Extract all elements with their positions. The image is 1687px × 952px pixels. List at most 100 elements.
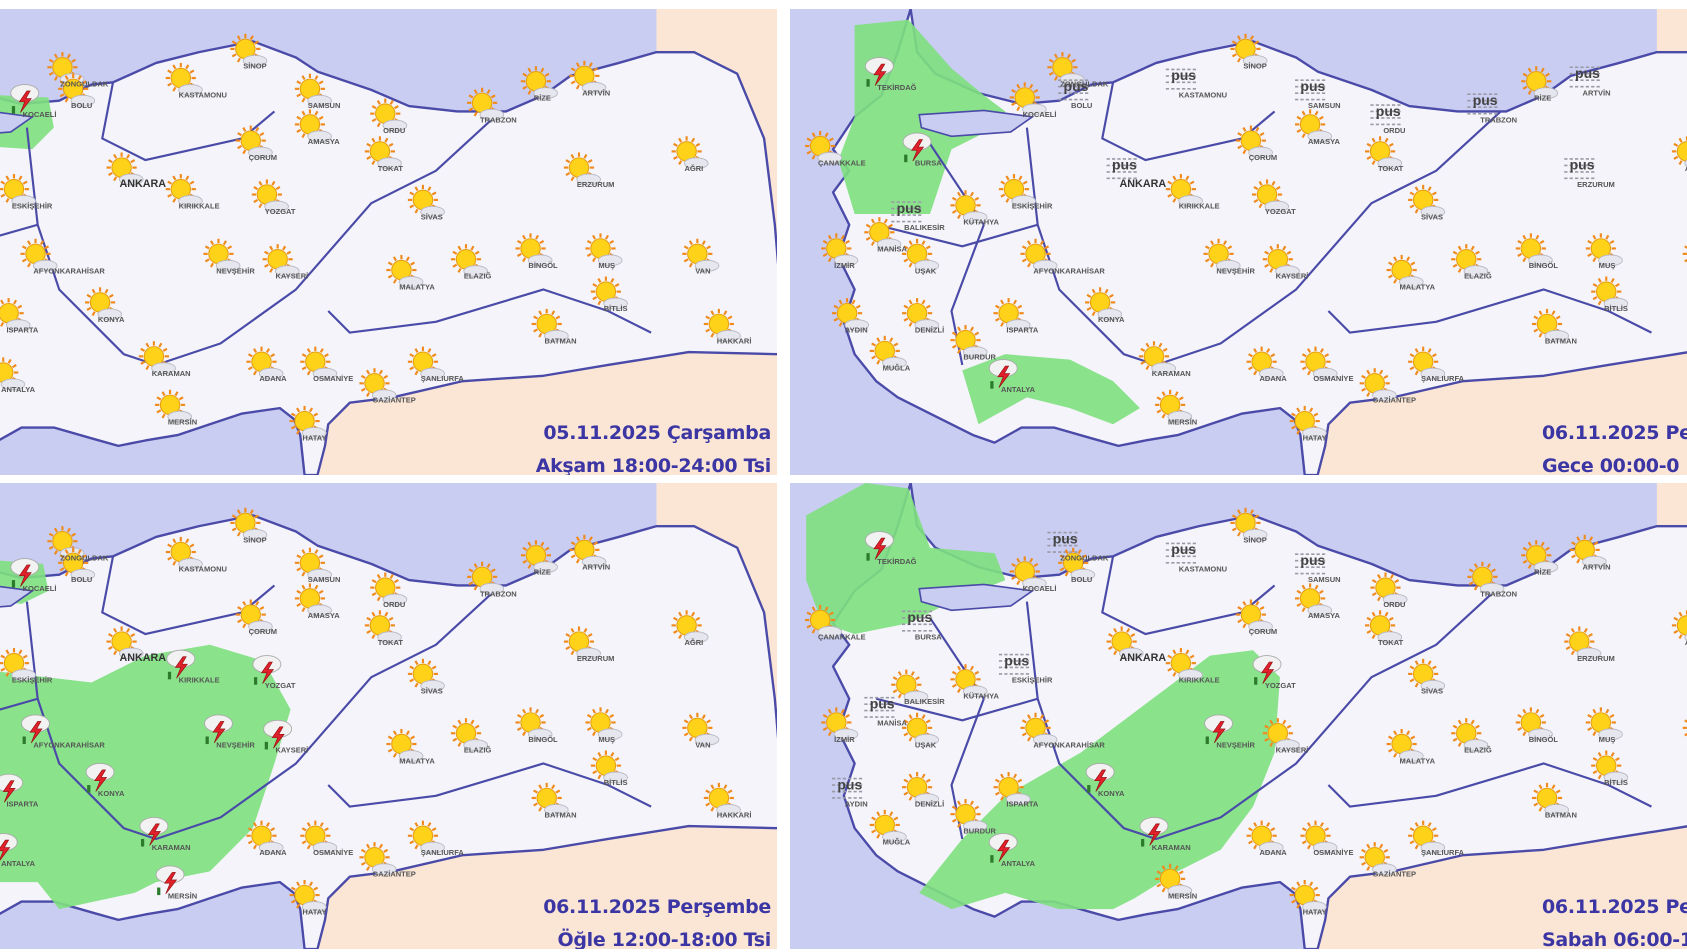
sun-partly-cloudy-icon	[1155, 863, 1193, 897]
sun-ray	[59, 93, 65, 98]
city-label: OSMANİYE	[313, 374, 353, 383]
sun-ray	[309, 407, 314, 413]
city-label: VAN	[695, 266, 710, 275]
thunderstorm-icon	[1204, 714, 1234, 745]
sun-ray	[1081, 554, 1087, 559]
sun-ray	[185, 64, 190, 70]
fog-icon: pus	[891, 200, 922, 223]
cloud-shape	[420, 367, 445, 380]
sun-ray	[1313, 412, 1319, 417]
sun-partly-cloudy-icon	[671, 610, 709, 644]
sun-ray	[538, 806, 543, 812]
sun-ray	[903, 719, 909, 724]
cloud-shape	[312, 367, 338, 380]
city-label: ANKARA	[119, 178, 166, 190]
sun-ray	[1021, 258, 1027, 263]
thunderstorm-icon	[864, 57, 894, 87]
sun-ray	[705, 789, 711, 794]
sun-ray	[253, 198, 259, 204]
sun-partly-cloudy-icon	[106, 626, 144, 660]
sun-partly-cloudy-icon	[901, 712, 940, 746]
city-label: SİNOP	[243, 535, 266, 544]
cloud-shape	[694, 733, 720, 746]
sun-ray	[414, 348, 419, 353]
cloud-shape	[1479, 582, 1505, 595]
sun-ray	[1540, 541, 1545, 547]
sun-ray	[306, 370, 311, 376]
sun-ray	[1156, 883, 1162, 888]
sun-ray	[1048, 58, 1054, 63]
sun-ray	[710, 784, 715, 790]
sun-ray	[1576, 558, 1581, 564]
sun-partly-cloudy-icon	[950, 799, 988, 832]
cloud-shape	[914, 733, 940, 746]
sun-ray	[167, 193, 173, 198]
sun-ray	[290, 886, 296, 891]
sun-ray	[457, 719, 462, 725]
fog-label: pus	[1112, 157, 1137, 173]
sun-ray	[1185, 649, 1190, 655]
sun-ray	[18, 649, 23, 655]
sun-ray	[1271, 180, 1276, 186]
sun-partly-cloudy-icon	[300, 820, 338, 854]
sun-ray	[533, 328, 538, 333]
sun-ray	[1609, 239, 1615, 245]
cloud-shape	[882, 356, 907, 369]
city-label: ORDU	[1383, 126, 1405, 135]
cloud-shape	[1070, 568, 1096, 581]
sun-ray	[1064, 571, 1069, 577]
sun-ray	[1410, 261, 1416, 266]
sun-ray	[1538, 332, 1543, 338]
lightning-bolt	[212, 721, 226, 744]
sun-ray	[409, 840, 415, 845]
sun-ray	[172, 538, 177, 544]
sun-ray	[1077, 549, 1082, 555]
cloud-shape	[264, 200, 289, 213]
city-label: OSMANİYE	[313, 848, 353, 857]
thunderstorm-icon	[0, 773, 24, 803]
sun-ray	[387, 735, 393, 740]
sun-ray	[1167, 180, 1173, 185]
sun-ray	[1431, 665, 1437, 670]
sun-ray	[242, 623, 247, 629]
sun-partly-cloudy-icon	[590, 276, 628, 310]
city-label: AYDIN	[845, 326, 868, 335]
thunderstorm-icon	[21, 714, 50, 745]
sun-ray	[1029, 557, 1034, 563]
cloud-shape	[1312, 841, 1338, 854]
sun-ray	[1301, 353, 1307, 358]
cloud-shape	[1275, 739, 1300, 751]
lightning-bolt	[260, 661, 275, 684]
sun-ray	[903, 732, 909, 737]
sun-ray	[249, 35, 254, 41]
sun-ray	[1366, 616, 1372, 621]
sun-ray	[865, 236, 871, 241]
cloud-shape	[914, 793, 940, 805]
sun-ray	[1388, 274, 1393, 279]
sun-ray	[86, 306, 92, 311]
cloud-shape	[1167, 884, 1193, 897]
city-label: MUĞLA	[883, 363, 911, 372]
sun-ray	[409, 204, 415, 209]
cloud-shape	[603, 297, 628, 310]
sun-ray	[427, 348, 432, 353]
fog-label: pus	[907, 609, 932, 625]
city-label: ŞANLIURFA	[1421, 848, 1465, 857]
sun-ray	[1044, 719, 1050, 724]
sun-ray	[366, 155, 372, 160]
sun-partly-cloudy-icon	[370, 98, 408, 132]
sun-ray	[258, 203, 263, 209]
sun-ray	[1286, 724, 1292, 729]
sun-ray	[974, 196, 980, 201]
sun-ray	[597, 774, 602, 780]
sun-ray	[1673, 629, 1679, 634]
sun-ray	[1538, 784, 1543, 790]
lightning-bolt	[18, 564, 32, 587]
sun-ray	[533, 315, 538, 320]
sun-ray	[586, 726, 592, 731]
sun-ray	[969, 191, 974, 197]
sun-ray	[1140, 360, 1146, 365]
cloud-shape	[684, 157, 709, 170]
sun-partly-cloudy-icon	[831, 298, 870, 331]
sun-partly-cloudy-icon	[515, 233, 553, 267]
